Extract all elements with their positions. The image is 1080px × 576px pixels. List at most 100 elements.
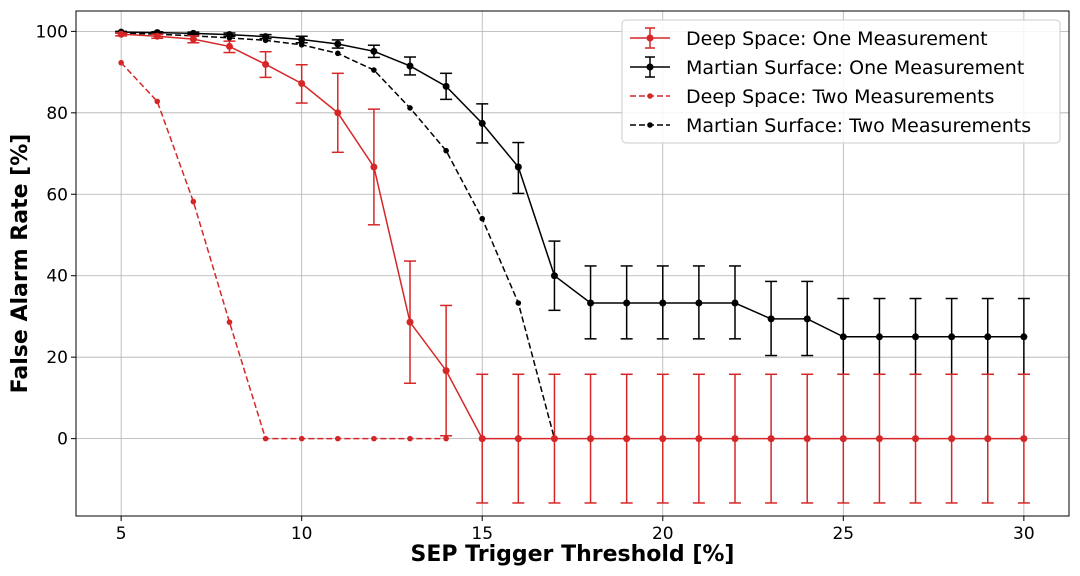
series-line <box>121 31 1024 338</box>
series-line <box>120 62 447 440</box>
data-point <box>550 435 558 443</box>
data-point <box>118 59 124 66</box>
data-point <box>442 367 450 375</box>
data-point <box>984 435 992 443</box>
legend-item-2: Martian Surface: One Measurement <box>630 56 1024 79</box>
x-tick-label: 15 <box>471 524 493 544</box>
data-point <box>153 32 161 40</box>
legend-label: Martian Surface: Two Measurements <box>686 115 1031 137</box>
data-point <box>695 435 703 443</box>
data-point <box>190 198 197 205</box>
data-point <box>731 299 739 307</box>
data-point <box>371 435 377 442</box>
data-point <box>623 299 631 307</box>
x-axis-label: SEP Trigger Threshold [%] <box>411 542 735 567</box>
series-1 <box>115 30 1030 504</box>
data-point <box>407 435 413 442</box>
data-point <box>442 82 450 90</box>
data-point <box>334 50 341 57</box>
x-tick-label: 10 <box>291 524 313 544</box>
data-point <box>912 333 920 341</box>
data-point <box>948 435 956 443</box>
data-point <box>189 35 197 43</box>
series-3 <box>118 59 449 442</box>
y-tick-label: 20 <box>46 348 68 368</box>
data-point <box>371 67 377 73</box>
data-point <box>406 62 414 70</box>
y-axis-label: False Alarm Rate [%] <box>8 134 33 394</box>
series-layer <box>115 28 1030 504</box>
data-point <box>334 435 341 442</box>
data-point <box>550 272 558 280</box>
data-point <box>912 435 920 443</box>
data-point <box>875 435 883 443</box>
legend-item-1: Deep Space: One Measurement <box>630 27 988 50</box>
data-point <box>478 435 486 443</box>
data-point <box>514 163 522 171</box>
data-point <box>803 435 811 443</box>
data-point <box>225 31 233 39</box>
data-point <box>514 435 522 443</box>
data-point <box>262 435 269 442</box>
legend-marker <box>646 63 654 71</box>
data-point <box>443 147 449 154</box>
series-line <box>121 33 1024 440</box>
data-point <box>479 215 486 222</box>
data-point <box>623 435 631 443</box>
data-point <box>117 30 125 38</box>
legend-item-4: Martian Surface: Two Measurements <box>630 115 1031 137</box>
legend-label: Deep Space: One Measurement <box>686 28 988 50</box>
x-tick-label: 25 <box>832 524 854 544</box>
data-point <box>839 333 847 341</box>
data-point <box>334 40 342 48</box>
legend-label: Martian Surface: One Measurement <box>686 57 1024 79</box>
data-point <box>587 435 595 443</box>
legend-marker <box>647 122 653 128</box>
legend: Deep Space: One Measurement Martian Surfa… <box>621 19 1061 144</box>
data-point <box>875 333 883 341</box>
data-point <box>298 435 305 442</box>
data-point <box>659 435 667 443</box>
data-point <box>406 318 414 326</box>
data-point <box>767 315 775 323</box>
data-point <box>948 333 956 341</box>
data-point <box>659 299 667 307</box>
data-point <box>154 98 161 105</box>
y-tick-label: 80 <box>46 104 68 124</box>
data-point <box>262 60 270 68</box>
data-point <box>334 109 342 117</box>
data-point <box>443 435 449 442</box>
y-tick-label: 0 <box>57 430 68 450</box>
data-point <box>767 435 775 443</box>
data-point <box>731 435 739 443</box>
data-point <box>984 333 992 341</box>
legend-box <box>621 19 1061 144</box>
data-point <box>803 315 811 323</box>
x-tick-label: 20 <box>652 524 674 544</box>
legend-item-3: Deep Space: Two Measurements <box>630 86 994 108</box>
plot-frame <box>75 10 1070 517</box>
y-tick-label: 100 <box>36 22 68 42</box>
data-point <box>1020 435 1028 443</box>
data-point <box>262 33 270 41</box>
y-tick-label: 60 <box>46 185 68 205</box>
axis-ticks: 5 10 15 20 25 30 0 20 40 60 80 100 <box>36 22 1035 544</box>
legend-marker <box>646 34 654 42</box>
data-point <box>839 435 847 443</box>
y-tick-label: 40 <box>46 267 68 287</box>
data-point <box>298 79 306 87</box>
legend-label: Deep Space: Two Measurements <box>686 86 994 108</box>
x-tick-label: 30 <box>1013 524 1035 544</box>
x-tick-label: 5 <box>116 524 127 544</box>
data-point <box>515 300 522 306</box>
data-point <box>370 163 378 171</box>
data-point <box>298 36 306 44</box>
data-point <box>370 47 378 55</box>
data-point <box>1020 333 1028 341</box>
data-point <box>478 119 486 127</box>
data-point <box>587 299 595 307</box>
data-point <box>695 299 703 307</box>
legend-marker <box>647 93 653 99</box>
